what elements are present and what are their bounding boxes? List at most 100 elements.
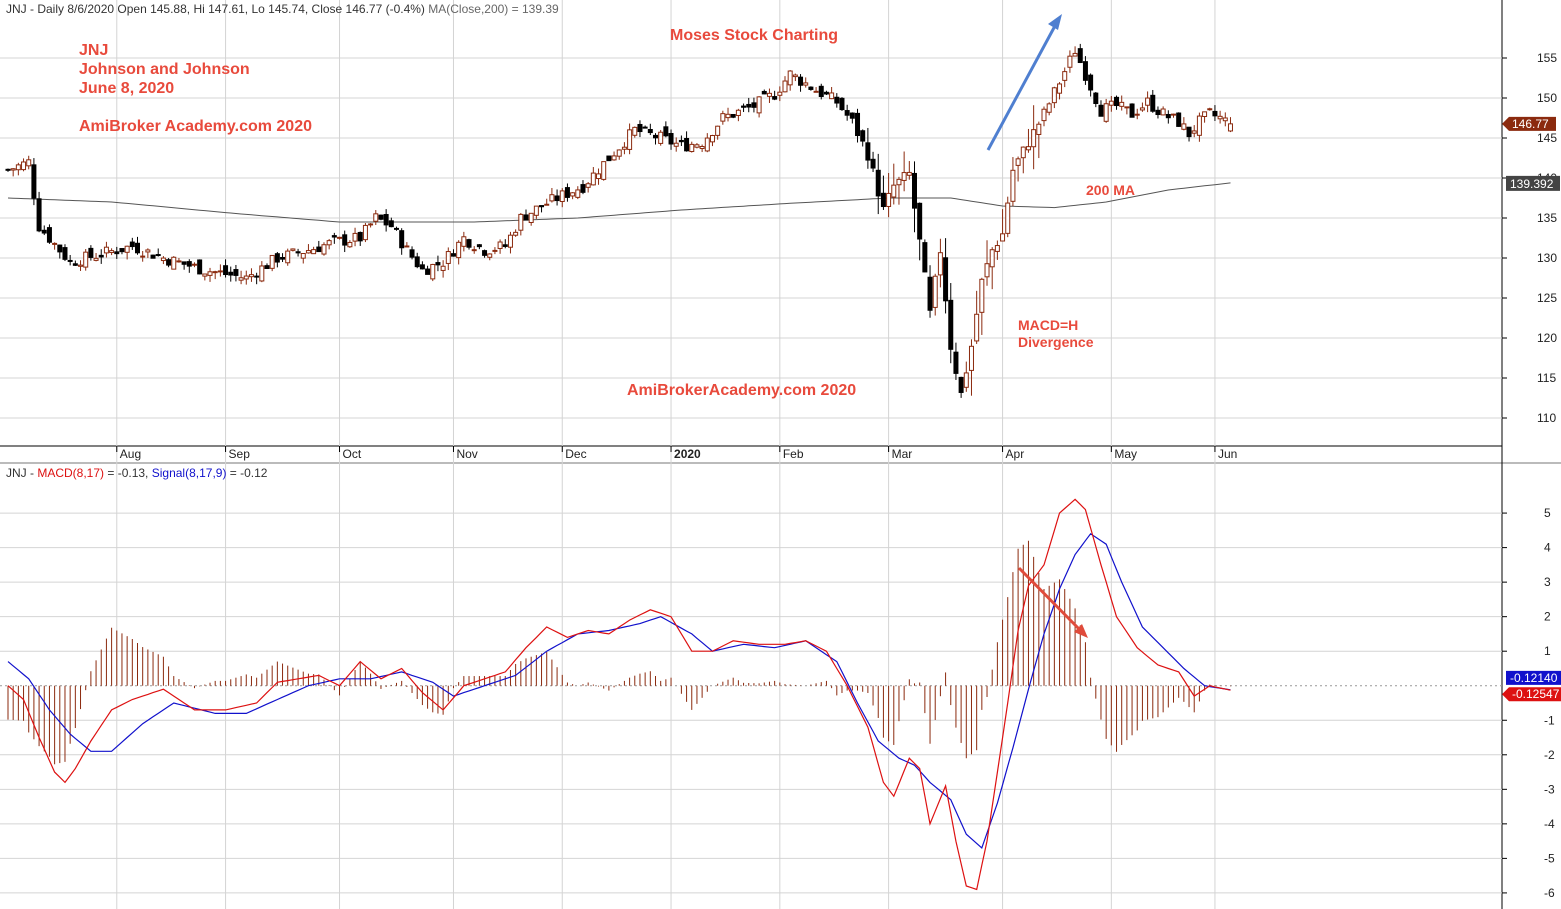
candle bbox=[21, 158, 27, 172]
candle bbox=[642, 125, 648, 129]
candle bbox=[901, 151, 907, 192]
candle bbox=[678, 135, 684, 146]
date-tick-label: Feb bbox=[783, 447, 804, 461]
candle bbox=[1093, 92, 1099, 108]
candle bbox=[223, 259, 229, 278]
candle bbox=[394, 226, 399, 231]
candle bbox=[1072, 46, 1078, 57]
candle bbox=[295, 248, 301, 257]
macd-value-marker: -0.12547 bbox=[1502, 687, 1561, 702]
blue-trend-arrow bbox=[986, 14, 1062, 151]
candle bbox=[487, 253, 493, 261]
signal-line bbox=[7, 532, 1231, 850]
candle bbox=[1119, 95, 1125, 111]
candle bbox=[948, 283, 954, 364]
candle bbox=[1062, 67, 1068, 88]
candle bbox=[596, 168, 602, 185]
candle bbox=[813, 87, 819, 93]
candle bbox=[450, 249, 456, 257]
candle bbox=[31, 158, 37, 206]
candle bbox=[839, 97, 845, 111]
candle bbox=[233, 264, 239, 282]
annotation-ticker: JNJ bbox=[79, 42, 108, 59]
candle bbox=[430, 263, 436, 282]
candle bbox=[601, 161, 607, 181]
candle bbox=[880, 175, 886, 210]
macd-histogram bbox=[7, 540, 1231, 765]
candle bbox=[549, 188, 555, 203]
candle bbox=[41, 225, 47, 236]
candle bbox=[103, 241, 109, 258]
candle bbox=[337, 236, 343, 240]
price-tick-label: 120 bbox=[1537, 331, 1557, 345]
candle bbox=[968, 339, 974, 396]
candle bbox=[347, 240, 353, 248]
candle bbox=[782, 76, 788, 93]
annotation-brand-top: AmiBroker Academy.com 2020 bbox=[79, 118, 312, 135]
candle bbox=[1046, 102, 1052, 116]
candle bbox=[52, 242, 58, 250]
candle bbox=[1103, 98, 1109, 123]
candle bbox=[554, 189, 560, 206]
candle bbox=[803, 77, 809, 88]
candle bbox=[559, 188, 565, 208]
candle bbox=[1005, 196, 1011, 238]
svg-text:139.392: 139.392 bbox=[1510, 177, 1554, 191]
candle bbox=[72, 260, 78, 266]
candle bbox=[482, 249, 488, 258]
candle bbox=[238, 270, 244, 285]
candle bbox=[181, 261, 187, 270]
macd-tick-label: 1 bbox=[1544, 644, 1551, 658]
candle bbox=[1134, 108, 1140, 120]
candle bbox=[119, 248, 125, 255]
svg-text:-0.12140: -0.12140 bbox=[1510, 671, 1558, 685]
candle bbox=[906, 161, 912, 180]
candle bbox=[88, 245, 94, 261]
candle bbox=[751, 97, 757, 113]
candlestick-series bbox=[5, 43, 1233, 398]
candle bbox=[1114, 95, 1120, 110]
price-y-axis: 110115120125130135140145150155 bbox=[1502, 51, 1557, 425]
candle bbox=[373, 210, 379, 226]
candle bbox=[135, 236, 140, 255]
candle bbox=[564, 183, 570, 202]
candle bbox=[171, 256, 177, 270]
candle bbox=[756, 96, 762, 118]
candle bbox=[378, 214, 384, 221]
candle bbox=[1160, 106, 1166, 116]
candle bbox=[875, 153, 881, 215]
candle bbox=[145, 248, 151, 258]
candle bbox=[264, 263, 270, 270]
candle bbox=[761, 89, 767, 95]
svg-text:146.77: 146.77 bbox=[1512, 117, 1549, 131]
candle bbox=[829, 87, 835, 100]
annotation-brand-center: AmiBrokerAcademy.com 2020 bbox=[627, 382, 856, 399]
macd-tick-label: -2 bbox=[1544, 748, 1555, 762]
candle bbox=[627, 123, 633, 155]
candle bbox=[98, 249, 104, 264]
candle bbox=[497, 239, 503, 254]
candle bbox=[280, 253, 286, 263]
candle bbox=[1098, 100, 1104, 117]
price-tick-label: 150 bbox=[1537, 91, 1557, 105]
candle bbox=[984, 240, 990, 286]
candle bbox=[93, 253, 99, 262]
price-tick-label: 115 bbox=[1537, 371, 1556, 385]
candle bbox=[922, 239, 928, 273]
candle bbox=[160, 256, 166, 265]
candle bbox=[67, 254, 73, 266]
candle bbox=[1000, 209, 1006, 242]
candle bbox=[357, 231, 363, 246]
candle bbox=[114, 246, 120, 259]
candle bbox=[440, 260, 446, 278]
annotation-date: June 8, 2020 bbox=[79, 80, 174, 97]
candle bbox=[580, 180, 586, 195]
candle bbox=[217, 264, 223, 277]
candle bbox=[808, 86, 814, 91]
candle bbox=[590, 167, 596, 186]
candle bbox=[140, 250, 146, 262]
candle bbox=[326, 238, 332, 250]
signal-value-marker: -0.12140 bbox=[1506, 670, 1561, 685]
candle bbox=[83, 249, 89, 271]
price-tick-label: 110 bbox=[1537, 411, 1556, 425]
